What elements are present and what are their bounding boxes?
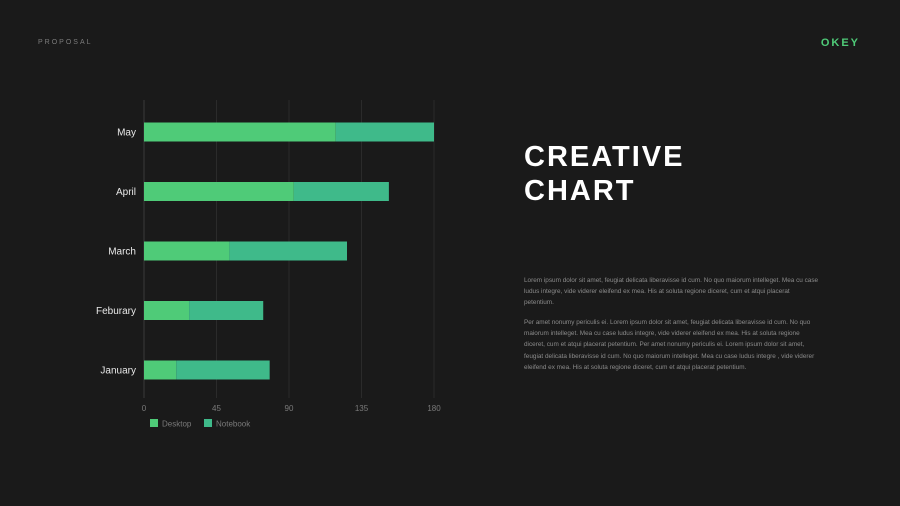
body-paragraph-2: Per amet nonumy periculis ei. Lorem ipsu…: [524, 319, 815, 371]
bar-april-desktop: [144, 182, 294, 201]
page-title: CREATIVE CHART: [524, 140, 684, 208]
category-label-april: April: [116, 187, 136, 198]
category-label-january: January: [100, 366, 136, 377]
bar-may-desktop: [144, 122, 336, 142]
bar-january-desktop: [144, 360, 177, 380]
bar-april-notebook: [293, 182, 389, 201]
bar-feburary-notebook: [189, 301, 264, 320]
x-tick-label-45: 45: [212, 404, 221, 413]
x-tick-label-0: 0: [142, 404, 147, 413]
legend-swatch-desktop: [150, 419, 158, 427]
x-tick-label-90: 90: [285, 404, 294, 413]
legend-label-desktop: Desktop: [162, 420, 192, 429]
legend-label-notebook: Notebook: [216, 420, 251, 429]
bar-march-desktop: [144, 241, 230, 261]
x-tick-label-180: 180: [427, 404, 441, 413]
title-line-2: CHART: [524, 175, 636, 207]
title-line-1: CREATIVE: [524, 141, 685, 173]
category-label-feburary: Feburary: [96, 306, 136, 317]
bar-feburary-desktop: [144, 301, 190, 320]
category-label-may: May: [117, 128, 136, 139]
x-tick-label-135: 135: [355, 404, 369, 413]
brand-logo-text: OKEY: [820, 37, 860, 49]
category-label-march: March: [108, 247, 136, 258]
header-proposal-label: PROPOSAL: [38, 39, 93, 46]
bar-may-notebook: [335, 122, 434, 142]
bar-march-notebook: [229, 241, 347, 261]
body-paragraph-1: Lorem ipsum dolor sit amet, feugiat deli…: [524, 277, 819, 307]
bar-january-notebook: [176, 360, 270, 380]
legend-swatch-notebook: [204, 419, 212, 427]
